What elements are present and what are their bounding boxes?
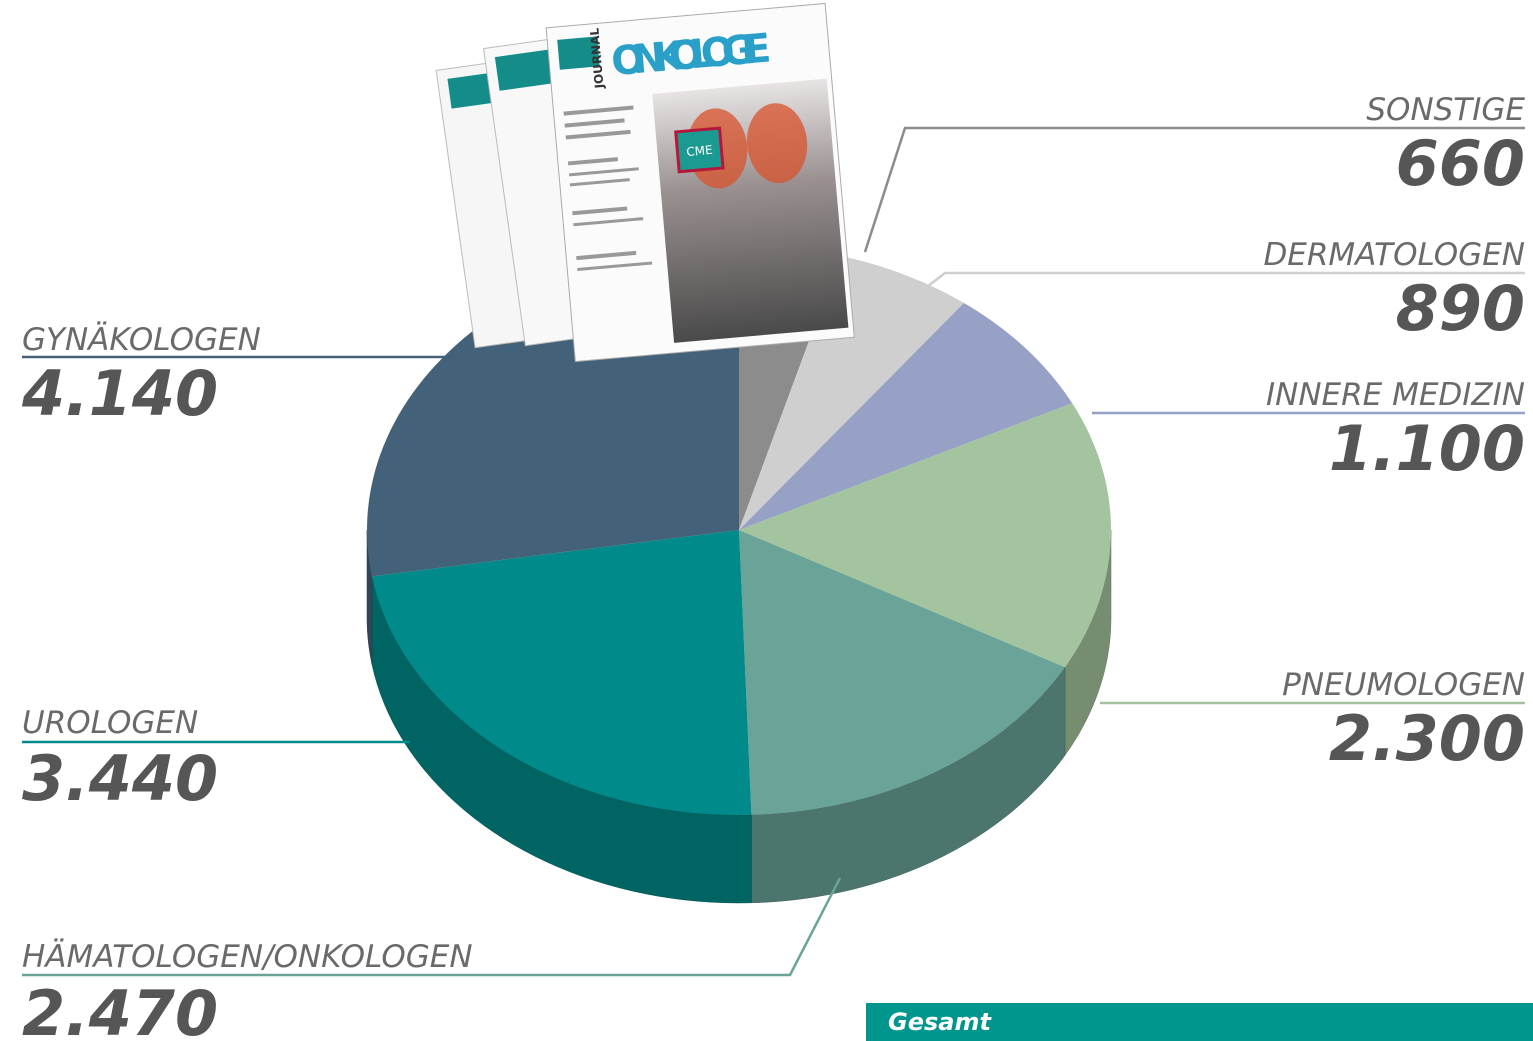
slice-name: GYNÄKOLOGEN	[22, 322, 261, 358]
slice-value: 890	[1396, 272, 1525, 345]
slice-name: INNERE MEDIZIN	[1266, 377, 1525, 413]
slice-value: 3.440	[22, 742, 218, 815]
slice-value: 4.140	[21, 357, 218, 430]
chart: JOURNAL ONKOLOGIE CME Gesamt SONSTIGE660…	[0, 0, 1533, 1041]
slice-name: SONSTIGE	[1366, 92, 1525, 128]
slice-value: 2.300	[1329, 702, 1525, 775]
cover-badge: CME	[686, 143, 713, 159]
slice-value: 1.100	[1329, 412, 1525, 485]
slice-name: DERMATOLOGEN	[1263, 237, 1525, 273]
slice-name: HÄMATOLOGEN/ONKOLOGEN	[22, 939, 473, 975]
magazine-cover: JOURNAL ONKOLOGIE CME	[434, 3, 854, 361]
slice-value: 660	[1396, 127, 1525, 200]
slice-name: PNEUMOLOGEN	[1282, 667, 1525, 703]
slice-value: 2.470	[22, 977, 218, 1041]
total-label: Gesamt	[888, 1008, 992, 1036]
slice-name: UROLOGEN	[22, 705, 198, 741]
